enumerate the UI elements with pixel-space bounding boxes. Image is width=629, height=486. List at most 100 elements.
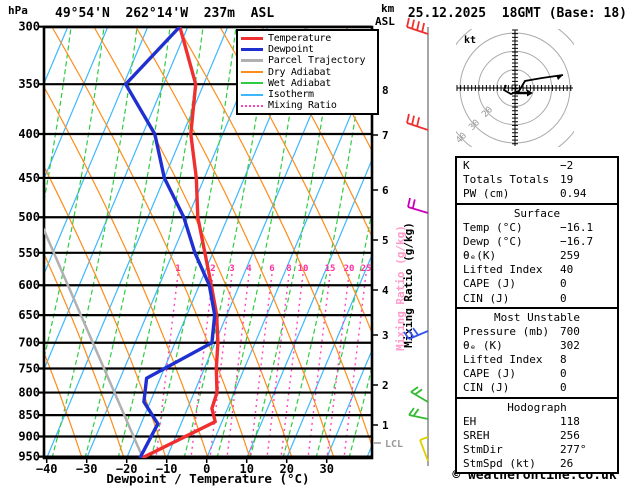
table-row: SREH 256 (457, 429, 617, 443)
wet-adiabat-line (249, 27, 336, 458)
dry-adiabat-line (44, 252, 125, 458)
mixing-ratio-line (190, 273, 214, 458)
datetime-title: 25.12.2025 18GMT (Base: 18) (407, 6, 627, 21)
temp-tick-label: 0 (203, 462, 210, 476)
km-tick-label: 4 (382, 284, 389, 297)
isotherm-line (286, 253, 372, 458)
table-row-value: −2 (560, 159, 574, 172)
km-tick-label: 2 (382, 379, 389, 392)
sounding-curves (44, 27, 220, 458)
table-row-label: Lifted Index (463, 353, 543, 367)
pressure-tick-label: 950 (18, 450, 40, 464)
wet-adiabat-line (216, 27, 303, 458)
temp-tick-label: −30 (76, 462, 98, 476)
station-title: 49°54'N 262°14'W 237m ASL (55, 6, 275, 21)
temp-tick-label: −40 (36, 462, 58, 476)
temp-tick-label: 10 (239, 462, 253, 476)
mixing-ratio-value: 2 (210, 264, 215, 274)
table-section: Hodograph EH 118 SREH 256 StmDir 277° StmSpd (k… (457, 396, 617, 473)
mixing-axis-label: Mixing Ratio (g/kg) (402, 222, 415, 348)
table-row-label: CIN (J) (463, 381, 510, 395)
table-row-value: 0.94 (560, 187, 587, 201)
table-row-label: StmDir (463, 443, 503, 456)
table-section: Most Unstable Pressure (mb) 700 θₑ (K) 302 Li… (457, 306, 617, 397)
table-row: StmSpd (kt) 26 (457, 457, 617, 471)
mixing-ratio-value: 3 (229, 264, 234, 274)
table-row-label: EH (463, 414, 477, 428)
pressure-tick-label: 600 (18, 278, 40, 292)
table-row: Lifted Index 8 (457, 353, 617, 367)
mixing-ratio-line (307, 273, 331, 458)
dry-adiabat-line (44, 165, 167, 458)
table-row-label: CIN (J) (463, 291, 510, 305)
legend-label: Dewpoint (268, 44, 314, 56)
table-section: K −2 Totals Totals 19 PW (cm) 0.94 (457, 158, 617, 203)
legend-label: Temperature (268, 33, 331, 45)
pressure-tick-label: 300 (18, 20, 40, 34)
table-row-label: PW (cm) (463, 187, 510, 201)
mixing-ratio-line (209, 273, 233, 458)
pressure-tick-label: 800 (18, 386, 40, 400)
legend-label: Dry Adiabat (268, 66, 331, 78)
isotherm-line (44, 27, 189, 371)
wet-adiabat-line (315, 208, 372, 458)
wet-adiabat-line (51, 27, 138, 458)
pressure-tick-label: 900 (18, 429, 40, 443)
table-row-value: 302 (560, 338, 580, 352)
mixing-axis-label-ghost: Mixing Ratio (g/kg) (394, 225, 407, 351)
table-row-value: 700 (560, 324, 580, 338)
table-row-label: θₑ (K) (463, 338, 503, 352)
table-row-value: −16.1 (560, 220, 594, 234)
pressure-tick-label: 350 (18, 77, 40, 91)
table-row-value: 19 (560, 173, 574, 187)
table-row-label: Temp (°C) (463, 220, 523, 234)
table-row-value: −16.7 (560, 234, 594, 248)
indices-table: K −2 Totals Totals 19 PW (cm) 0.94 Surface Temp… (455, 156, 619, 475)
parcel-trajectory-curve (44, 227, 144, 458)
wind-barb (408, 407, 429, 420)
table-row-label: StmSpd (kt) (463, 457, 536, 471)
table-row-value: 0 (560, 277, 567, 291)
table-row-label: Pressure (mb) (463, 324, 550, 338)
km-tick-label: 1 (382, 419, 389, 432)
table-row: CIN (J) 0 (457, 292, 617, 306)
wind-barb (410, 386, 429, 403)
table-row-value: 40 (560, 263, 574, 277)
legend-swatch (241, 48, 263, 52)
table-row: Dewp (°C) −16.7 (457, 235, 617, 249)
trace-arrowhead (556, 75, 563, 80)
table-row: StmDir 277° (457, 443, 617, 457)
table-row: θₑ(K) 259 (457, 249, 617, 263)
table-section-header: Most Unstable (493, 310, 581, 324)
legend: Temperature Dewpoint Parcel Trajectory Dry … (236, 29, 379, 116)
isotherm-line (46, 27, 229, 458)
legend-label: Isotherm (268, 89, 314, 101)
pressure-tick-label: 450 (18, 171, 40, 185)
altitude-unit-label-2: ASL (375, 15, 395, 28)
table-row: EH 118 (457, 415, 617, 429)
legend-item: Dry Adiabat (241, 67, 374, 78)
legend-item: Isotherm (241, 89, 374, 100)
pressure-tick-label: 500 (18, 210, 40, 224)
table-row: θₑ (K) 302 (457, 339, 617, 353)
km-tick-label: 8 (382, 84, 389, 97)
legend-label: Parcel Trajectory (268, 55, 366, 67)
pressure-unit-label: hPa (8, 4, 28, 17)
table-row: Pressure (mb) 700 (457, 325, 617, 339)
mixing-ratio-line (266, 273, 290, 458)
table-row: Lifted Index 40 (457, 263, 617, 277)
legend-label: Mixing Ratio (268, 100, 337, 112)
table-row-value: 277° (560, 443, 587, 456)
hodo-unit-label: kt (464, 35, 476, 46)
mixing-ratio-value: 20 (344, 264, 355, 274)
table-row-value: 259 (560, 248, 580, 262)
mixing-ratio-value: 1 (175, 264, 180, 274)
table-row-label: CAPE (J) (463, 277, 516, 291)
wind-barb (406, 17, 429, 35)
mixing-ratio-value: 4 (246, 264, 252, 274)
table-row-value: 256 (560, 428, 580, 442)
table-row-label: Totals Totals (463, 173, 550, 187)
legend-item: Dewpoint (241, 44, 374, 55)
legend-swatch (241, 59, 263, 63)
